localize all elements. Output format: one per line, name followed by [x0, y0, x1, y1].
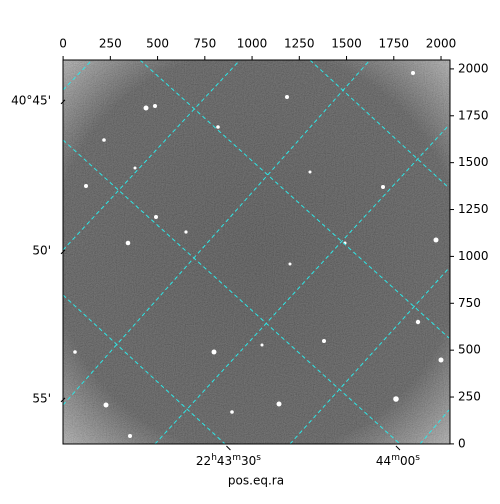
- grid-ra: [154, 124, 450, 444]
- y-tick-label: 1250: [458, 202, 489, 216]
- y-tick-label: 500: [458, 343, 481, 357]
- y-tick-label: 250: [458, 390, 481, 404]
- dec-tick: [60, 249, 66, 255]
- ra-tick-label: 44m00s: [376, 453, 420, 468]
- coordinate-grid: [63, 60, 450, 444]
- ra-tick-label: 22h43m30s: [196, 453, 261, 468]
- x-tick-label: 500: [146, 37, 169, 51]
- ra-number: 44: [376, 454, 391, 468]
- grid-dec: [63, 294, 226, 444]
- y-tick-label: 0: [458, 436, 466, 450]
- x-tick-label: 1750: [379, 37, 410, 51]
- ra-tick: [226, 445, 231, 451]
- ra-tick: [395, 445, 401, 451]
- grid-ra: [419, 409, 450, 444]
- x-tick-label: 2000: [426, 37, 457, 51]
- x-tick-label: 0: [59, 37, 67, 51]
- ra-unit: m: [232, 453, 241, 463]
- sky-image: [63, 60, 450, 444]
- ra-number: 30: [241, 454, 256, 468]
- ra-number: 43: [217, 454, 232, 468]
- x-tick-label: 250: [99, 37, 122, 51]
- ra-number: 00: [400, 454, 415, 468]
- ra-unit: s: [256, 453, 261, 463]
- dec-tick: [60, 99, 66, 105]
- stars: [73, 71, 444, 438]
- y-tick-label: 1500: [458, 155, 489, 169]
- grid-dec: [309, 60, 450, 189]
- ra-unit: m: [391, 453, 400, 463]
- dec-tick-label: 55': [32, 391, 51, 405]
- x-tick-label: 1250: [284, 37, 315, 51]
- grid-ra: [289, 267, 450, 444]
- grid-dec: [63, 139, 401, 444]
- grid-dec: [139, 60, 450, 339]
- dec-tick-label: 40°45': [11, 93, 51, 107]
- ra-unit: h: [211, 453, 217, 463]
- ra-number: 22: [196, 454, 211, 468]
- x-tick-label: 750: [193, 37, 216, 51]
- y-tick-label: 1750: [458, 108, 489, 122]
- y-tick-label: 1000: [458, 249, 489, 263]
- ra-unit: s: [415, 453, 420, 463]
- grid-ra: [63, 60, 241, 251]
- dec-tick-label: 50': [32, 243, 51, 257]
- x-tick-label: 1000: [237, 37, 268, 51]
- x-tick-label: 1500: [331, 37, 362, 51]
- dec-tick: [60, 397, 66, 403]
- y-tick-label: 2000: [458, 61, 489, 75]
- y-tick-label: 750: [458, 296, 481, 310]
- x-axis-label: pos.eq.ra: [228, 474, 284, 488]
